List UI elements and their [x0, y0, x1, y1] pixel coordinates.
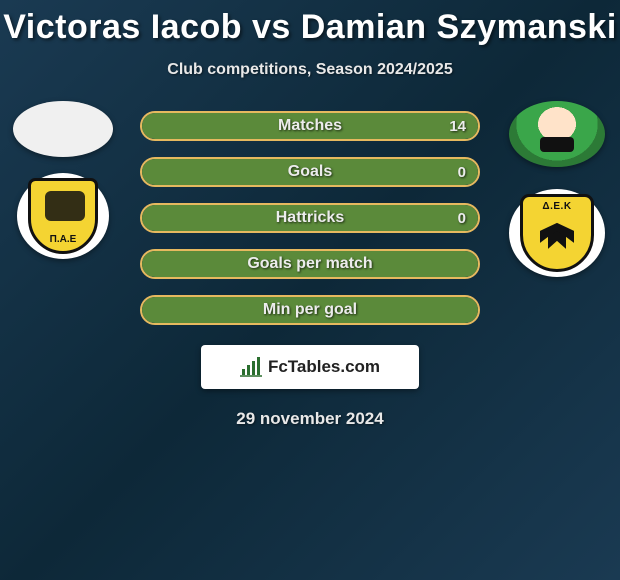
stat-bar: Min per goal	[140, 295, 480, 325]
stat-bar-label: Min per goal	[263, 301, 357, 319]
stat-bar: Goals 0	[140, 157, 480, 187]
stat-bar-label: Goals per match	[247, 255, 372, 273]
aris-shield-icon	[28, 178, 98, 254]
left-club-badge	[17, 173, 109, 259]
comparison-area: Matches 14 Goals 0 Hattricks 0 Goals per match…	[0, 111, 620, 429]
left-player-avatar	[13, 101, 113, 157]
right-player-column	[502, 101, 612, 277]
brand-text: FcTables.com	[268, 357, 380, 377]
brand-box[interactable]: FcTables.com	[201, 345, 419, 389]
stat-bar-value: 0	[458, 164, 466, 181]
stat-bar-value: 14	[449, 118, 466, 135]
page-title: Victoras Iacob vs Damian Szymanski	[0, 0, 620, 47]
stat-bar: Hattricks 0	[140, 203, 480, 233]
stat-bar: Goals per match	[140, 249, 480, 279]
page-subtitle: Club competitions, Season 2024/2025	[0, 61, 620, 79]
stat-bar: Matches 14	[140, 111, 480, 141]
stat-bar-label: Matches	[278, 117, 342, 135]
right-player-avatar	[509, 101, 605, 167]
bar-chart-icon	[240, 357, 262, 377]
right-club-badge	[509, 189, 605, 277]
stat-bar-label: Goals	[288, 163, 332, 181]
date-text: 29 november 2024	[0, 409, 620, 429]
stat-bars: Matches 14 Goals 0 Hattricks 0 Goals per match…	[140, 111, 480, 325]
stat-bar-label: Hattricks	[276, 209, 344, 227]
stat-bar-value: 0	[458, 210, 466, 227]
aek-shield-icon	[520, 194, 594, 272]
left-player-column	[8, 101, 118, 259]
